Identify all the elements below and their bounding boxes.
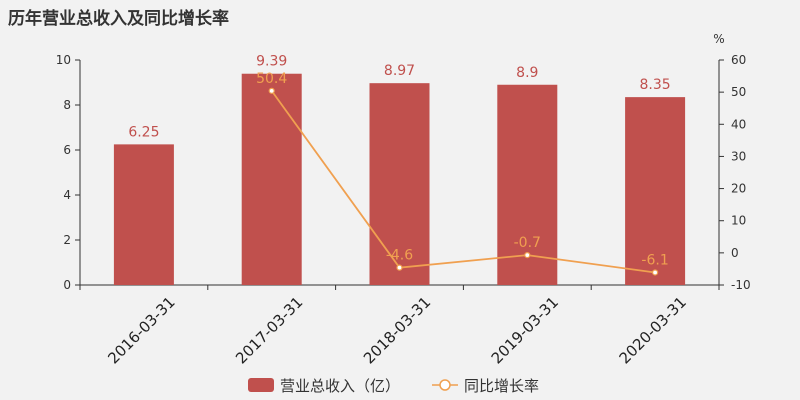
bar-data-label: 6.25 <box>128 124 159 140</box>
y-left-tick-label: 10 <box>56 53 71 67</box>
growth-rate-point <box>524 252 531 259</box>
legend-bar-label: 营业总收入（亿） <box>280 377 400 395</box>
y-right-tick-label: -10 <box>731 278 751 292</box>
y-left-tick-label: 0 <box>63 278 71 292</box>
legend-bar-swatch <box>248 378 274 392</box>
y-right-tick-label: 10 <box>731 214 746 228</box>
y-right-tick-label: 20 <box>731 182 746 196</box>
growth-rate-point <box>396 264 403 271</box>
y-left-tick-label: 2 <box>63 233 71 247</box>
x-tick-label: 2020-03-31 <box>616 293 690 367</box>
line-series-group <box>268 87 659 276</box>
bar <box>241 73 302 285</box>
x-tick-label: 2016-03-31 <box>104 293 178 367</box>
x-tick-label: 2019-03-31 <box>488 293 562 367</box>
line-data-label: -6.1 <box>641 252 668 268</box>
bar-data-label: 8.9 <box>516 65 538 81</box>
bar-data-label: 8.35 <box>640 77 671 93</box>
bar <box>497 84 558 285</box>
legend: 营业总收入（亿） 同比增长率 <box>248 377 539 395</box>
line-data-label: -4.6 <box>386 248 413 264</box>
y-left-tick-label: 8 <box>63 98 71 112</box>
line-data-label: 50.4 <box>256 71 287 87</box>
data-labels-group: 6.25 9.39 8.97 8.9 8.35 50.4 -4.6 -0.7 -6.1 <box>128 54 670 269</box>
legend-line-marker <box>439 379 451 391</box>
bars-group <box>113 73 686 285</box>
y-right-tick-label: 50 <box>731 85 746 99</box>
y-right-tick-label: 30 <box>731 149 746 163</box>
growth-rate-point <box>651 269 659 276</box>
y-right-tick-label: 0 <box>731 246 739 260</box>
bar <box>625 97 686 285</box>
chart-title: 历年营业总收入及同比增长率 <box>8 9 229 29</box>
bar-data-label: 8.97 <box>384 63 415 79</box>
y-left-tick-label: 6 <box>63 143 71 157</box>
line-data-label: -0.7 <box>514 235 541 251</box>
bar <box>369 83 430 285</box>
y-left-tick-label: 4 <box>63 188 71 202</box>
legend-line-label: 同比增长率 <box>464 377 539 395</box>
growth-rate-line <box>270 90 656 274</box>
y-right-unit-label: % <box>713 32 724 46</box>
growth-rate-point <box>268 87 275 94</box>
x-tick-label: 2017-03-31 <box>232 293 306 367</box>
y-right-tick-label: 60 <box>731 53 746 67</box>
x-tick-label: 2018-03-31 <box>360 293 434 367</box>
bar <box>113 144 174 285</box>
y-right-tick-label: 40 <box>731 117 746 131</box>
bar-data-label: 9.39 <box>256 54 287 70</box>
